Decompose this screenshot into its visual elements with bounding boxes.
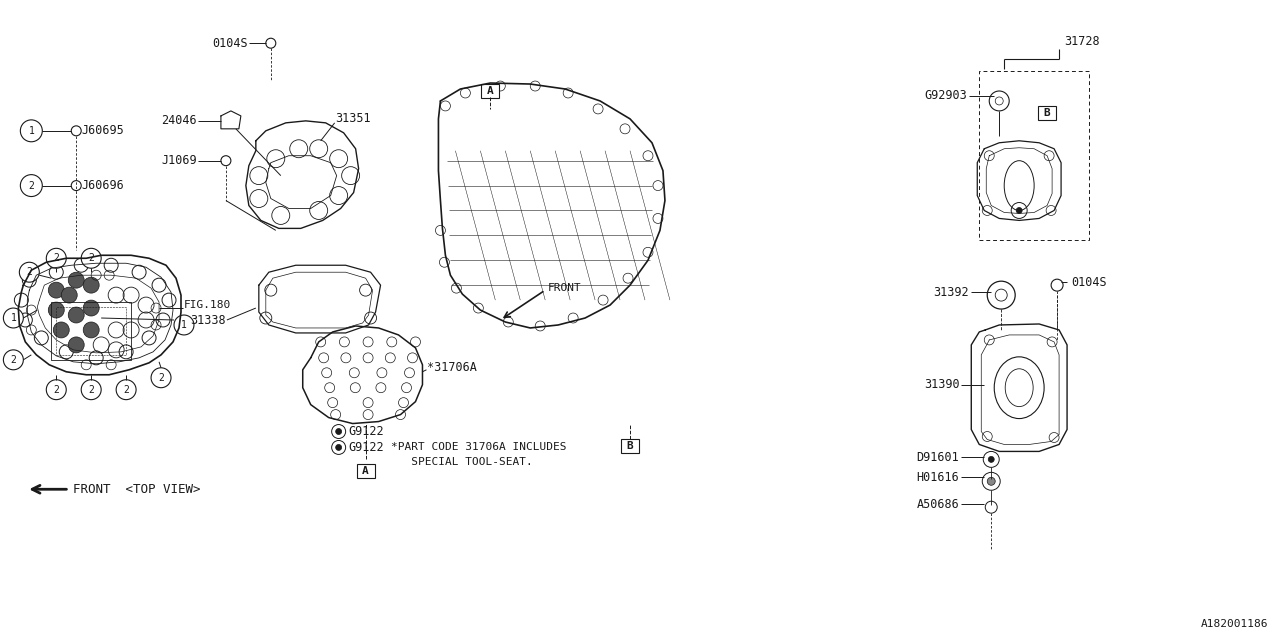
Circle shape xyxy=(20,175,42,196)
Text: 2: 2 xyxy=(27,268,32,277)
Text: 2: 2 xyxy=(54,253,59,263)
Text: *PART CODE 31706A INCLUDES: *PART CODE 31706A INCLUDES xyxy=(390,442,566,452)
Text: G9122: G9122 xyxy=(348,425,384,438)
Circle shape xyxy=(68,337,84,353)
Text: 1: 1 xyxy=(28,126,35,136)
Circle shape xyxy=(61,287,77,303)
Text: A182001186: A182001186 xyxy=(1201,619,1268,628)
Text: 2: 2 xyxy=(88,253,95,263)
Circle shape xyxy=(83,322,99,338)
Bar xyxy=(357,465,375,478)
Circle shape xyxy=(4,350,23,370)
Text: A50686: A50686 xyxy=(916,498,959,511)
Text: A: A xyxy=(362,467,369,476)
Circle shape xyxy=(151,368,172,388)
Circle shape xyxy=(46,248,67,268)
Text: 2: 2 xyxy=(54,385,59,395)
Text: 31390: 31390 xyxy=(924,378,959,391)
Text: 2: 2 xyxy=(88,385,95,395)
Circle shape xyxy=(19,262,40,282)
Text: J60696: J60696 xyxy=(81,179,124,192)
Text: A: A xyxy=(486,86,494,96)
Text: G9122: G9122 xyxy=(348,441,384,454)
Text: 24046: 24046 xyxy=(161,115,197,127)
Bar xyxy=(481,84,499,98)
Circle shape xyxy=(174,315,195,335)
Circle shape xyxy=(81,380,101,399)
Text: SPECIAL TOOL-SEAT.: SPECIAL TOOL-SEAT. xyxy=(390,458,532,467)
Text: 2: 2 xyxy=(28,180,35,191)
Text: B: B xyxy=(1043,108,1051,118)
Text: 31351: 31351 xyxy=(335,113,371,125)
Text: G92903: G92903 xyxy=(924,90,968,102)
Text: 31338: 31338 xyxy=(191,314,225,326)
Text: 2: 2 xyxy=(10,355,17,365)
Bar xyxy=(621,440,639,453)
Circle shape xyxy=(83,300,99,316)
Text: 2: 2 xyxy=(123,385,129,395)
Circle shape xyxy=(335,429,342,435)
Circle shape xyxy=(83,277,99,293)
Text: 31728: 31728 xyxy=(1064,35,1100,48)
Circle shape xyxy=(116,380,136,399)
Text: B: B xyxy=(627,442,634,451)
Bar xyxy=(56,307,127,355)
Text: 31392: 31392 xyxy=(933,285,969,299)
Bar xyxy=(979,71,1089,241)
Text: 2: 2 xyxy=(159,372,164,383)
Text: FRONT: FRONT xyxy=(548,283,582,293)
Circle shape xyxy=(54,322,69,338)
Circle shape xyxy=(4,308,23,328)
Text: *31706A: *31706A xyxy=(428,362,477,374)
Text: 0104S: 0104S xyxy=(1071,276,1107,289)
Circle shape xyxy=(68,307,84,323)
Text: 0104S: 0104S xyxy=(212,36,248,50)
Circle shape xyxy=(49,282,64,298)
Text: FIG.180: FIG.180 xyxy=(184,300,232,310)
Text: J60695: J60695 xyxy=(81,124,124,138)
Text: 1: 1 xyxy=(180,320,187,330)
Circle shape xyxy=(987,477,996,485)
Text: 1: 1 xyxy=(10,313,17,323)
Circle shape xyxy=(1016,207,1023,214)
Text: D91601: D91601 xyxy=(916,451,959,464)
Circle shape xyxy=(68,272,84,288)
Circle shape xyxy=(49,302,64,318)
Text: H01616: H01616 xyxy=(916,471,959,484)
Circle shape xyxy=(335,444,342,451)
Circle shape xyxy=(20,120,42,142)
Bar xyxy=(1038,106,1056,120)
Circle shape xyxy=(46,380,67,399)
Bar xyxy=(51,302,131,360)
Circle shape xyxy=(988,456,995,462)
Text: J1069: J1069 xyxy=(161,154,197,167)
Circle shape xyxy=(81,248,101,268)
Text: FRONT  <TOP VIEW>: FRONT <TOP VIEW> xyxy=(73,483,201,496)
